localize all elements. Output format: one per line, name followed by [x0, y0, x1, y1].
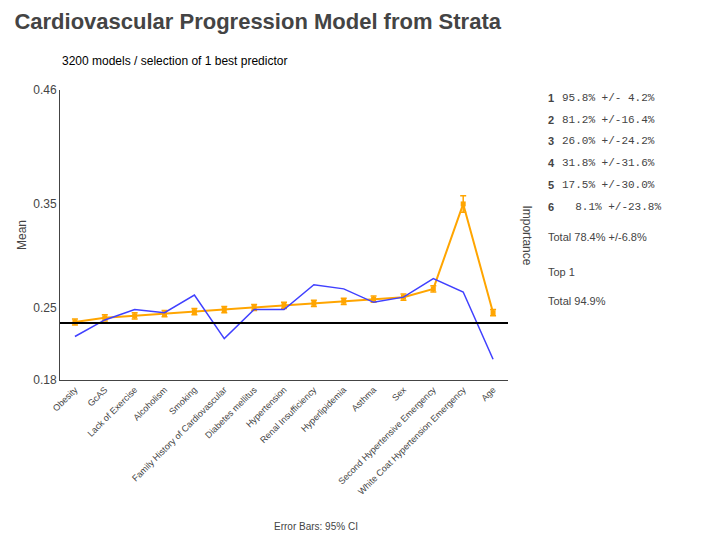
svg-text:Cardiovascular Progression Mod: Cardiovascular Progression Model from St… [14, 9, 501, 34]
svg-text:4: 4 [548, 157, 555, 169]
svg-text:Sex: Sex [390, 384, 408, 402]
svg-text:Diabetes mellitus: Diabetes mellitus [203, 384, 259, 440]
svg-text:Renal Insufficiency: Renal Insufficiency [258, 384, 319, 445]
svg-text:Error Bars: 95% CI: Error Bars: 95% CI [274, 521, 358, 532]
svg-text:17.5% +/-30.0%: 17.5% +/-30.0% [562, 179, 655, 191]
svg-text:Alcoholism: Alcoholism [131, 385, 169, 423]
svg-text:3: 3 [548, 135, 554, 147]
svg-text:Total 78.4% +/-6.8%: Total 78.4% +/-6.8% [548, 231, 647, 243]
svg-text:Asthma: Asthma [350, 385, 379, 414]
svg-text:2: 2 [548, 114, 554, 126]
svg-text:5: 5 [548, 179, 554, 191]
svg-text:8.1% +/-23.8%: 8.1% +/-23.8% [562, 201, 661, 213]
svg-text:Obesity: Obesity [51, 384, 80, 413]
svg-text:Age: Age [479, 385, 497, 403]
svg-text:0.25: 0.25 [33, 301, 57, 315]
svg-text:Family History of Cardiovascul: Family History of Cardiovascular [130, 385, 229, 484]
svg-text:26.0% +/-24.2%: 26.0% +/-24.2% [562, 135, 655, 147]
svg-text:Importance: Importance [520, 205, 534, 265]
svg-text:1: 1 [548, 92, 554, 104]
svg-text:0.18: 0.18 [33, 373, 57, 387]
svg-text:81.2% +/-16.4%: 81.2% +/-16.4% [562, 114, 655, 126]
svg-text:Lack of Exercise: Lack of Exercise [86, 385, 140, 439]
svg-text:0.35: 0.35 [33, 197, 57, 211]
svg-text:0.46: 0.46 [33, 83, 57, 97]
svg-text:6: 6 [548, 201, 554, 213]
svg-text:White Coat Hypertension Emerge: White Coat Hypertension Emergency [356, 384, 468, 496]
svg-text:Hyperlipidemia: Hyperlipidemia [299, 385, 348, 434]
svg-text:Smoking: Smoking [167, 385, 199, 417]
svg-text:GcAS: GcAS [86, 385, 110, 409]
svg-text:Hypertension: Hypertension [244, 385, 289, 430]
svg-text:Mean: Mean [15, 220, 29, 250]
svg-text:31.8% +/-31.6%: 31.8% +/-31.6% [562, 157, 655, 169]
svg-text:Total 94.9%: Total 94.9% [548, 295, 606, 307]
svg-text:95.8% +/- 4.2%: 95.8% +/- 4.2% [562, 92, 655, 104]
svg-text:Top 1: Top 1 [548, 266, 575, 278]
svg-text:3200 models / selection of 1 b: 3200 models / selection of 1 best predic… [62, 54, 287, 68]
svg-text:Second Hypertensive Emergency: Second Hypertensive Emergency [336, 384, 438, 486]
